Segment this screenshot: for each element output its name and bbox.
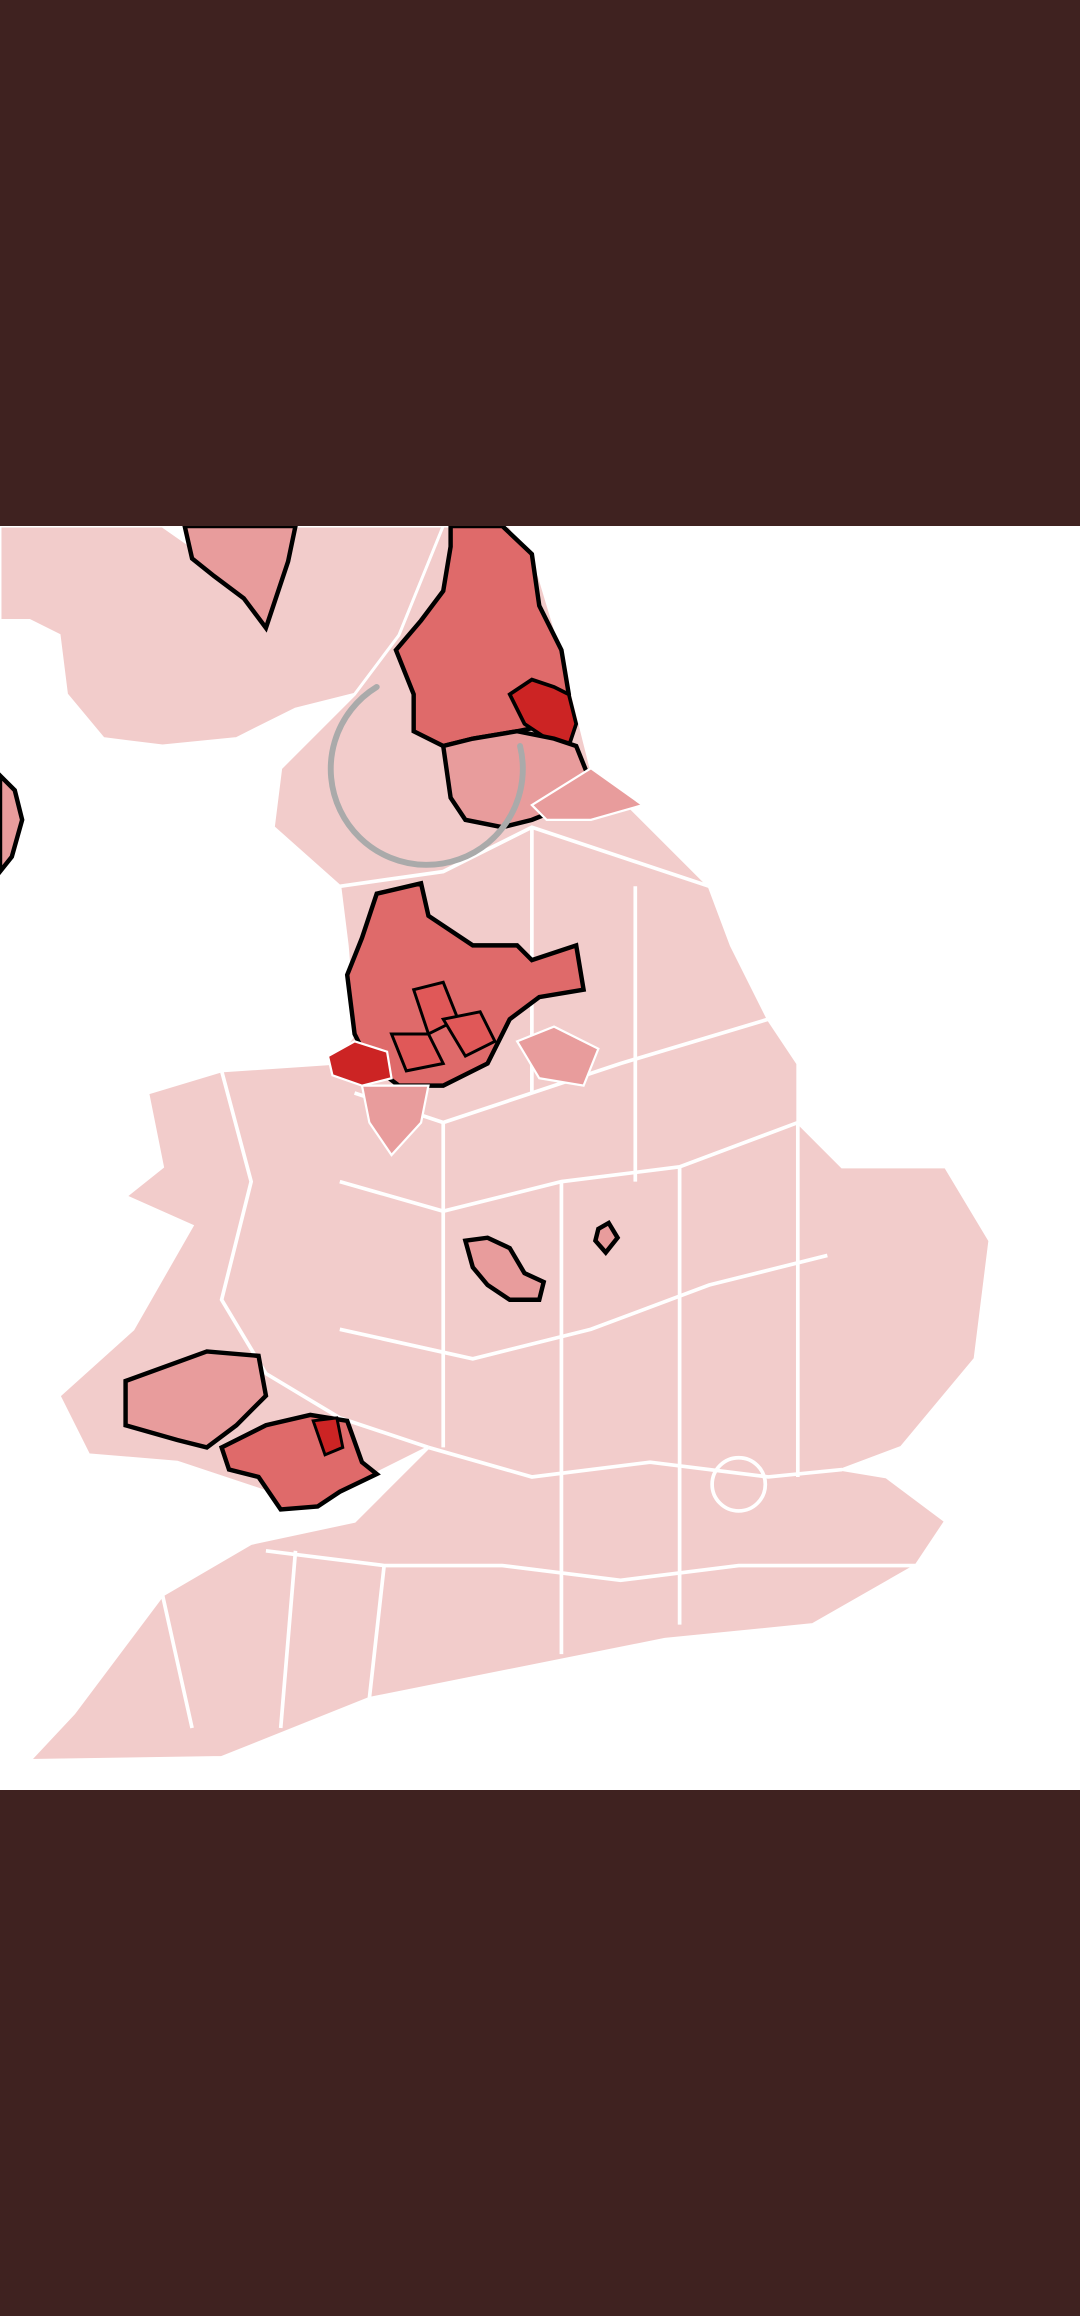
region-highlight-south-wales-district bbox=[311, 1416, 345, 1457]
district-boundaries bbox=[160, 825, 917, 1729]
region-highlight-tyneside bbox=[507, 677, 579, 749]
spinner-ring-icon bbox=[327, 683, 526, 868]
choropleth-map[interactable] bbox=[0, 526, 1080, 1790]
region-highlight-borders bbox=[182, 526, 298, 633]
region-cheshire bbox=[360, 1084, 430, 1157]
region-highlight-south-wales-west bbox=[123, 1349, 269, 1450]
region-highlight-merseyside bbox=[326, 1040, 393, 1087]
region-highlight-manchester-districts bbox=[389, 980, 497, 1073]
region-teesside bbox=[530, 766, 646, 821]
region-highlight-small bbox=[592, 1219, 621, 1256]
region-highlight-left-edge bbox=[0, 772, 25, 876]
region-west-yorkshire bbox=[515, 1025, 600, 1087]
map-image[interactable] bbox=[0, 526, 1080, 1790]
region-highlight-midlands bbox=[462, 1235, 547, 1302]
